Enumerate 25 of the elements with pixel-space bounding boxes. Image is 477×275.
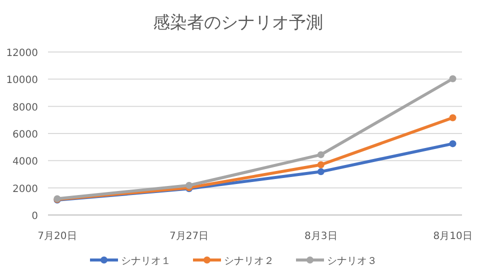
x-tick-label: 7月27日 [170,231,209,242]
chart-title: 感染者のシナリオ予測 [153,13,323,33]
legend-label: シナリオ２ [224,256,274,267]
y-tick-label: 6000 [12,130,38,140]
point [449,140,456,148]
point [449,114,456,122]
y-tick-label: 4000 [12,156,38,168]
y-tick-label: 2000 [12,184,38,195]
point [186,182,193,189]
point [317,151,324,158]
x-tick-label: 8月3日 [304,231,338,242]
point [317,161,324,168]
point [449,75,456,82]
legend-item: シナリオ１ [90,256,171,267]
y-tick-label: 10000 [6,75,38,86]
legend-label: シナリオ３ [327,256,377,267]
legend-item: シナリオ３ [296,256,377,267]
point [317,168,324,176]
x-tick-label: 8月10日 [433,231,472,242]
y-tick-label: 12000 [6,48,38,59]
legend-item: シナリオ２ [193,256,274,267]
x-tick-label: 7月20日 [38,231,77,242]
legend-label: シナリオ１ [121,256,171,267]
y-tick-label: 0 [32,211,38,222]
y-tick-label: 8000 [12,102,38,114]
